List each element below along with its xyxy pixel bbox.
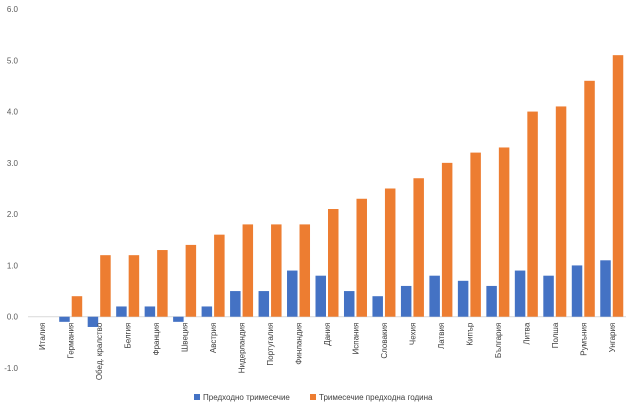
bar-prev-year xyxy=(299,224,311,317)
bar-prev-year xyxy=(527,111,538,317)
y-tick-label: 6.0 xyxy=(7,5,19,14)
bar-prev-year xyxy=(498,147,510,317)
bar-prev-quarter xyxy=(144,306,156,317)
bar-prev-year xyxy=(71,296,83,317)
category-label: Франция xyxy=(152,323,161,356)
y-tick-label: 0.0 xyxy=(7,313,19,322)
bar-prev-year xyxy=(271,224,282,317)
bar-prev-year xyxy=(555,106,567,317)
bar-prev-year xyxy=(413,178,424,317)
bar-prev-quarter xyxy=(201,306,213,317)
category-labels: Италия Германия Обед. кралство Белгия Франци… xyxy=(38,322,617,380)
bar-prev-quarter xyxy=(543,275,554,317)
bar-prev-year xyxy=(356,198,367,317)
bar-prev-quarter xyxy=(258,291,270,317)
bar-prev-quarter xyxy=(59,316,70,322)
bar-prev-year xyxy=(157,250,168,317)
y-tick-label: 2.0 xyxy=(7,210,19,219)
y-axis: -1.0 0.0 1.0 2.0 3.0 4.0 5.0 6.0 xyxy=(4,5,18,373)
bar-prev-quarter xyxy=(343,291,355,317)
y-tick-label: 1.0 xyxy=(7,261,19,270)
category-label: Полша xyxy=(551,322,560,348)
category-label: Белгия xyxy=(124,323,133,349)
category-label: България xyxy=(494,323,503,358)
bar-prev-quarter xyxy=(287,270,298,317)
category-label: Испания xyxy=(351,323,360,355)
bar-prev-year xyxy=(328,209,339,317)
bar-prev-year xyxy=(470,152,481,317)
bar-prev-quarter xyxy=(372,296,383,317)
bar-prev-quarter xyxy=(315,275,326,317)
bar-prev-quarter xyxy=(571,265,583,317)
category-label: Латвия xyxy=(437,323,446,349)
bar-prev-year xyxy=(242,224,254,317)
y-tick-label: -1.0 xyxy=(4,364,18,373)
category-label: Кипър xyxy=(465,322,474,345)
y-tick-label: 4.0 xyxy=(7,108,19,117)
bar-prev-quarter xyxy=(429,275,440,317)
bar-prev-quarter xyxy=(514,270,526,317)
bar-prev-year xyxy=(214,234,225,317)
category-label: Чехия xyxy=(408,323,417,345)
legend: Предходно тримесечие Тримесечие предходна… xyxy=(194,393,433,402)
category-label: Португалия xyxy=(266,323,275,366)
category-label: Нидерландия xyxy=(238,323,247,374)
category-label: Словакия xyxy=(380,323,389,359)
bar-prev-quarter xyxy=(600,260,611,317)
bar-prev-year xyxy=(441,162,453,317)
legend-label: Предходно тримесечие xyxy=(203,393,290,402)
bar-prev-year xyxy=(584,80,595,317)
y-tick-label: 5.0 xyxy=(7,56,19,65)
bar-prev-year xyxy=(612,55,624,317)
category-label: Дания xyxy=(323,323,332,346)
legend-label: Тримесечие предходна година xyxy=(319,393,433,402)
bar-prev-quarter xyxy=(173,316,184,322)
bar-prev-quarter xyxy=(87,316,99,327)
bars-group xyxy=(59,55,624,327)
bar-prev-year xyxy=(185,244,197,317)
category-label: Обед. кралство xyxy=(95,322,104,380)
bar-prev-quarter xyxy=(457,280,469,317)
bar-prev-quarter xyxy=(400,285,412,317)
bar-prev-year xyxy=(384,188,396,317)
category-label: Австрия xyxy=(209,323,218,353)
y-tick-label: 3.0 xyxy=(7,159,19,168)
bar-prev-year xyxy=(100,255,111,317)
bar-prev-quarter xyxy=(116,306,127,317)
category-label: Германия xyxy=(67,323,76,359)
legend-swatch xyxy=(310,394,316,400)
bar-prev-year xyxy=(128,255,140,317)
category-label: Финландия xyxy=(295,323,304,365)
category-label: Литва xyxy=(522,322,531,345)
bar-prev-quarter xyxy=(230,291,241,317)
legend-swatch xyxy=(194,394,200,400)
bar-prev-quarter xyxy=(486,285,497,317)
category-label: Румъния xyxy=(579,323,588,356)
category-label: Унгария xyxy=(608,323,617,353)
category-label: Швеция xyxy=(181,323,190,352)
category-label: Италия xyxy=(38,323,47,350)
